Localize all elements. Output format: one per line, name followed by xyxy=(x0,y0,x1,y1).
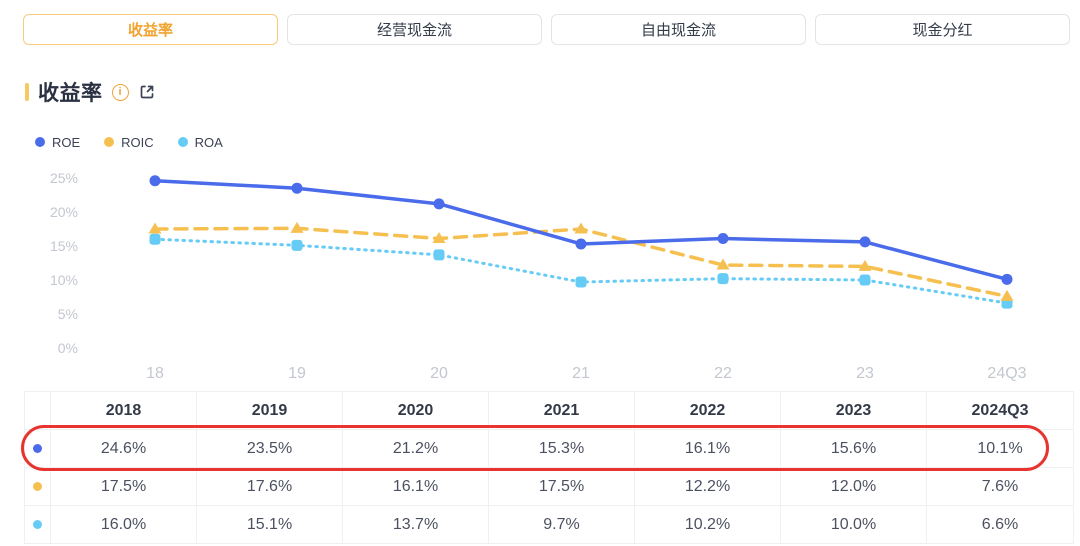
data-table: 2018 2019 2020 2021 2022 2023 2024Q3 24.… xyxy=(21,391,1074,544)
section-header: 收益率 i xyxy=(25,79,1080,105)
roe-marker[interactable] xyxy=(291,182,303,194)
roa-series-dot xyxy=(33,520,42,529)
table-cell-roic: 17.5% xyxy=(51,468,197,506)
roic-row-dot-cell xyxy=(25,468,51,506)
table-cell-roa: 13.7% xyxy=(343,506,489,544)
roic-series-dot xyxy=(33,482,42,491)
tab-cash-dividend[interactable]: 现金分红 xyxy=(815,14,1070,45)
roa-marker[interactable] xyxy=(291,239,303,251)
roa-marker[interactable] xyxy=(433,249,445,261)
legend-label: ROA xyxy=(194,134,223,150)
table-cell-roa: 10.0% xyxy=(781,506,927,544)
table-cell-roa: 10.2% xyxy=(635,506,781,544)
y-axis-tick: 5% xyxy=(58,306,78,322)
roa-marker[interactable] xyxy=(149,233,161,245)
legend-item-roe: ROE xyxy=(35,135,80,150)
x-axis-label: 18 xyxy=(146,365,164,382)
series-layer xyxy=(148,175,1014,309)
y-axis-tick: 15% xyxy=(50,238,78,254)
tab-operating-cash-flow[interactable]: 经营现金流 xyxy=(287,14,542,45)
legend-label: ROE xyxy=(52,134,81,150)
table-cell-roe: 24.6% xyxy=(51,430,197,468)
x-axis-label: 20 xyxy=(430,365,448,382)
table-cell-roe: 23.5% xyxy=(197,430,343,468)
table-cell-roic: 17.6% xyxy=(197,468,343,506)
column-header: 2024Q3 xyxy=(927,392,1073,430)
roe-marker[interactable] xyxy=(575,238,587,250)
chart-legend: ROE ROIC ROA xyxy=(35,134,1080,150)
roic-legend-dot xyxy=(104,137,115,147)
column-header: 2018 xyxy=(51,392,197,430)
roic-marker[interactable] xyxy=(574,222,588,234)
roa-marker[interactable] xyxy=(717,273,729,285)
table-cell-roe: 15.6% xyxy=(781,430,927,468)
column-header: 2023 xyxy=(781,392,927,430)
table-cell-roe: 10.1% xyxy=(927,430,1073,468)
tab-free-cash-flow[interactable]: 自由现金流 xyxy=(551,14,806,45)
roic-marker[interactable] xyxy=(148,222,162,234)
table-cell-roic: 7.6% xyxy=(927,468,1073,506)
column-header: 2021 xyxy=(489,392,635,430)
tab-return-rate[interactable]: 收益率 xyxy=(23,14,278,45)
y-axis: 25% 20% 15% 10% 5% 0% xyxy=(50,170,78,356)
page-title: 收益率 xyxy=(38,82,103,105)
roic-marker[interactable] xyxy=(290,221,304,233)
x-axis-label: 24Q3 xyxy=(987,365,1026,382)
table-cell-roic: 17.5% xyxy=(489,468,635,506)
legend-item-roa: ROA xyxy=(177,134,223,150)
roic-marker[interactable] xyxy=(1000,289,1014,301)
roe-marker[interactable] xyxy=(859,236,871,248)
y-axis-tick: 20% xyxy=(50,204,78,220)
table-cell-roa: 9.7% xyxy=(489,506,635,544)
table-corner-cell xyxy=(25,392,51,430)
roa-row-dot-cell xyxy=(25,506,51,544)
roe-marker[interactable] xyxy=(717,233,729,245)
roe-marker[interactable] xyxy=(149,175,161,187)
x-axis-label: 22 xyxy=(714,365,732,382)
table-cell-roe: 16.1% xyxy=(635,430,781,468)
table-cell-roic: 16.1% xyxy=(343,468,489,506)
roic-marker[interactable] xyxy=(716,258,730,270)
table-cell-roe: 21.2% xyxy=(343,430,489,468)
table-cell-roa: 16.0% xyxy=(51,506,197,544)
x-axis-label: 23 xyxy=(856,365,874,382)
y-axis-tick: 10% xyxy=(50,272,78,288)
roa-legend-dot xyxy=(177,137,188,147)
roic-marker[interactable] xyxy=(432,232,446,244)
table-cell-roa: 15.1% xyxy=(197,506,343,544)
roe-row-dot-cell xyxy=(25,430,51,468)
x-axis-label: 19 xyxy=(288,365,306,382)
roic-marker[interactable] xyxy=(858,259,872,271)
table-cell-roic: 12.2% xyxy=(635,468,781,506)
roe-marker[interactable] xyxy=(1001,273,1013,285)
roa-marker[interactable] xyxy=(859,274,871,286)
line-chart[interactable]: 25% 20% 15% 10% 5% 0% 18 19 20 21 22 23 … xyxy=(0,161,1080,386)
roe-legend-dot xyxy=(35,137,45,147)
y-axis-tick: 0% xyxy=(58,340,78,356)
table-cell-roic: 12.0% xyxy=(781,468,927,506)
legend-label: ROIC xyxy=(121,134,154,150)
roa-marker[interactable] xyxy=(575,276,587,288)
accent-bar xyxy=(25,83,29,101)
tab-bar: 收益率 经营现金流 自由现金流 现金分红 xyxy=(0,0,1080,45)
table-cell-roa: 6.6% xyxy=(927,506,1073,544)
info-icon[interactable]: i xyxy=(111,83,129,101)
column-header: 2020 xyxy=(343,392,489,430)
x-axis-label: 21 xyxy=(572,365,590,382)
external-link-icon[interactable] xyxy=(138,83,156,101)
legend-item-roic: ROIC xyxy=(104,135,154,150)
table-cell-roe: 15.3% xyxy=(489,430,635,468)
y-axis-tick: 25% xyxy=(50,170,78,186)
roe-series-dot xyxy=(33,444,42,453)
column-header: 2022 xyxy=(635,392,781,430)
column-header: 2019 xyxy=(197,392,343,430)
roe-marker[interactable] xyxy=(433,198,445,210)
x-axis: 18 19 20 21 22 23 24Q3 xyxy=(146,365,1027,382)
